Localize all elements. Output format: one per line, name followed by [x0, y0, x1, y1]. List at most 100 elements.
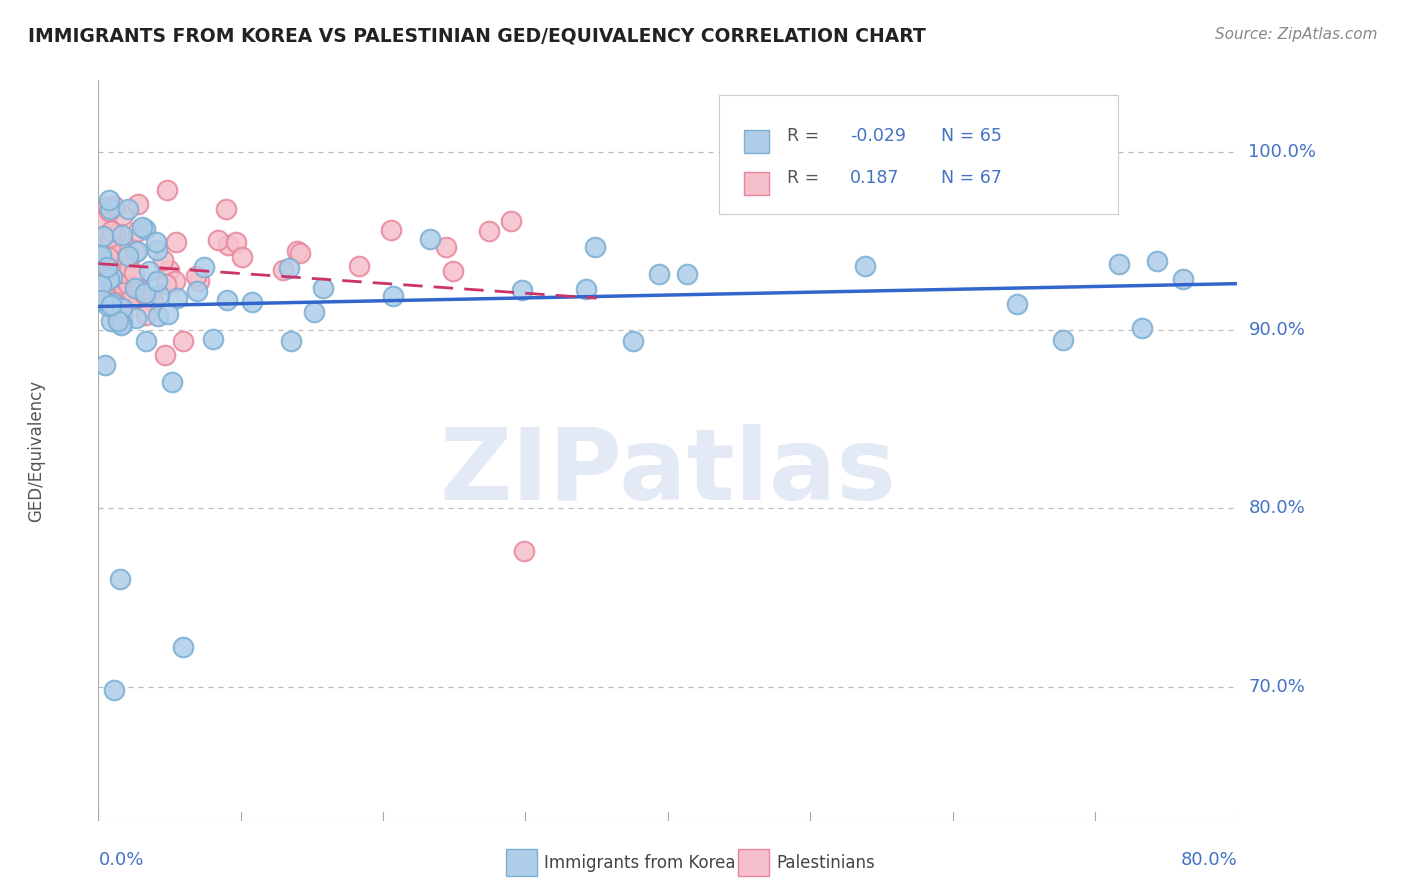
Point: [127, 197, 149, 211]
Point: [96, 260, 118, 275]
Point: [583, 239, 606, 253]
Point: [98, 293, 121, 307]
Point: [280, 334, 302, 348]
Point: [138, 264, 160, 278]
Point: [134, 285, 156, 300]
Point: [128, 223, 150, 237]
Point: [94, 275, 117, 289]
Point: [91, 229, 114, 244]
Point: [98, 230, 121, 244]
Point: [112, 283, 135, 297]
Point: [112, 238, 135, 252]
Text: IMMIGRANTS FROM KOREA VS PALESTINIAN GED/EQUIVALENCY CORRELATION CHART: IMMIGRANTS FROM KOREA VS PALESTINIAN GED…: [28, 27, 927, 45]
Point: [240, 295, 263, 310]
Point: [118, 260, 141, 275]
Point: [1005, 297, 1028, 311]
Point: [107, 314, 129, 328]
Point: [156, 307, 179, 321]
Text: Source: ZipAtlas.com: Source: ZipAtlas.com: [1215, 27, 1378, 42]
Point: [104, 295, 127, 310]
FancyBboxPatch shape: [718, 95, 1118, 213]
Point: [166, 291, 188, 305]
Point: [162, 375, 184, 389]
Point: [380, 222, 402, 236]
Bar: [744, 130, 769, 153]
Point: [1052, 333, 1074, 347]
Point: [675, 267, 697, 281]
Point: [105, 311, 128, 326]
Point: [94, 238, 117, 252]
Point: [115, 251, 138, 265]
Point: [90, 250, 112, 264]
Point: [853, 260, 876, 274]
Point: [90, 277, 112, 292]
Point: [97, 250, 120, 264]
Text: N = 67: N = 67: [941, 169, 1002, 187]
Text: 0.187: 0.187: [851, 169, 900, 187]
Point: [225, 235, 247, 249]
Point: [499, 214, 522, 228]
Point: [146, 243, 169, 257]
Text: R =: R =: [787, 169, 825, 187]
Point: [124, 281, 146, 295]
Point: [94, 272, 117, 286]
Point: [1146, 253, 1168, 268]
Point: [108, 308, 131, 322]
Point: [510, 284, 533, 298]
Text: N = 65: N = 65: [941, 127, 1002, 145]
Text: -0.029: -0.029: [851, 127, 905, 145]
Point: [312, 281, 335, 295]
Point: [575, 282, 598, 296]
Point: [100, 252, 122, 266]
Point: [100, 314, 122, 328]
Text: 70.0%: 70.0%: [1249, 678, 1305, 696]
Point: [193, 260, 215, 274]
Point: [159, 263, 181, 277]
Point: [115, 285, 138, 299]
Point: [285, 244, 308, 259]
Text: Immigrants from Korea: Immigrants from Korea: [544, 854, 735, 871]
Point: [124, 244, 146, 259]
Point: [155, 277, 177, 291]
Point: [156, 183, 179, 197]
Point: [135, 334, 157, 349]
Point: [172, 334, 194, 348]
Point: [100, 269, 122, 284]
Point: [111, 208, 134, 222]
Point: [621, 334, 644, 348]
Point: [152, 252, 174, 267]
Point: [349, 259, 371, 273]
Point: [97, 260, 120, 274]
Point: [94, 359, 117, 373]
Text: 0.0%: 0.0%: [98, 851, 143, 869]
Point: [277, 260, 299, 275]
Point: [110, 318, 132, 333]
Point: [90, 248, 112, 262]
Point: [288, 245, 311, 260]
Point: [478, 224, 501, 238]
Point: [127, 244, 149, 258]
Point: [304, 305, 326, 319]
Point: [91, 293, 114, 308]
Text: 100.0%: 100.0%: [1249, 143, 1316, 161]
Point: [112, 266, 135, 280]
Point: [111, 310, 134, 324]
Point: [1171, 272, 1194, 286]
Bar: [744, 172, 769, 195]
Point: [107, 301, 129, 315]
Point: [100, 298, 122, 312]
Point: [100, 202, 122, 216]
Point: [124, 266, 146, 280]
Point: [127, 281, 149, 295]
Point: [117, 202, 139, 216]
Point: [184, 268, 207, 283]
Point: [117, 249, 139, 263]
Point: [117, 277, 139, 291]
Text: Palestinians: Palestinians: [776, 854, 875, 871]
Point: [148, 287, 170, 301]
Point: [101, 296, 124, 310]
Point: [648, 268, 671, 282]
Point: [207, 233, 229, 247]
Point: [111, 228, 134, 243]
Point: [201, 332, 224, 346]
